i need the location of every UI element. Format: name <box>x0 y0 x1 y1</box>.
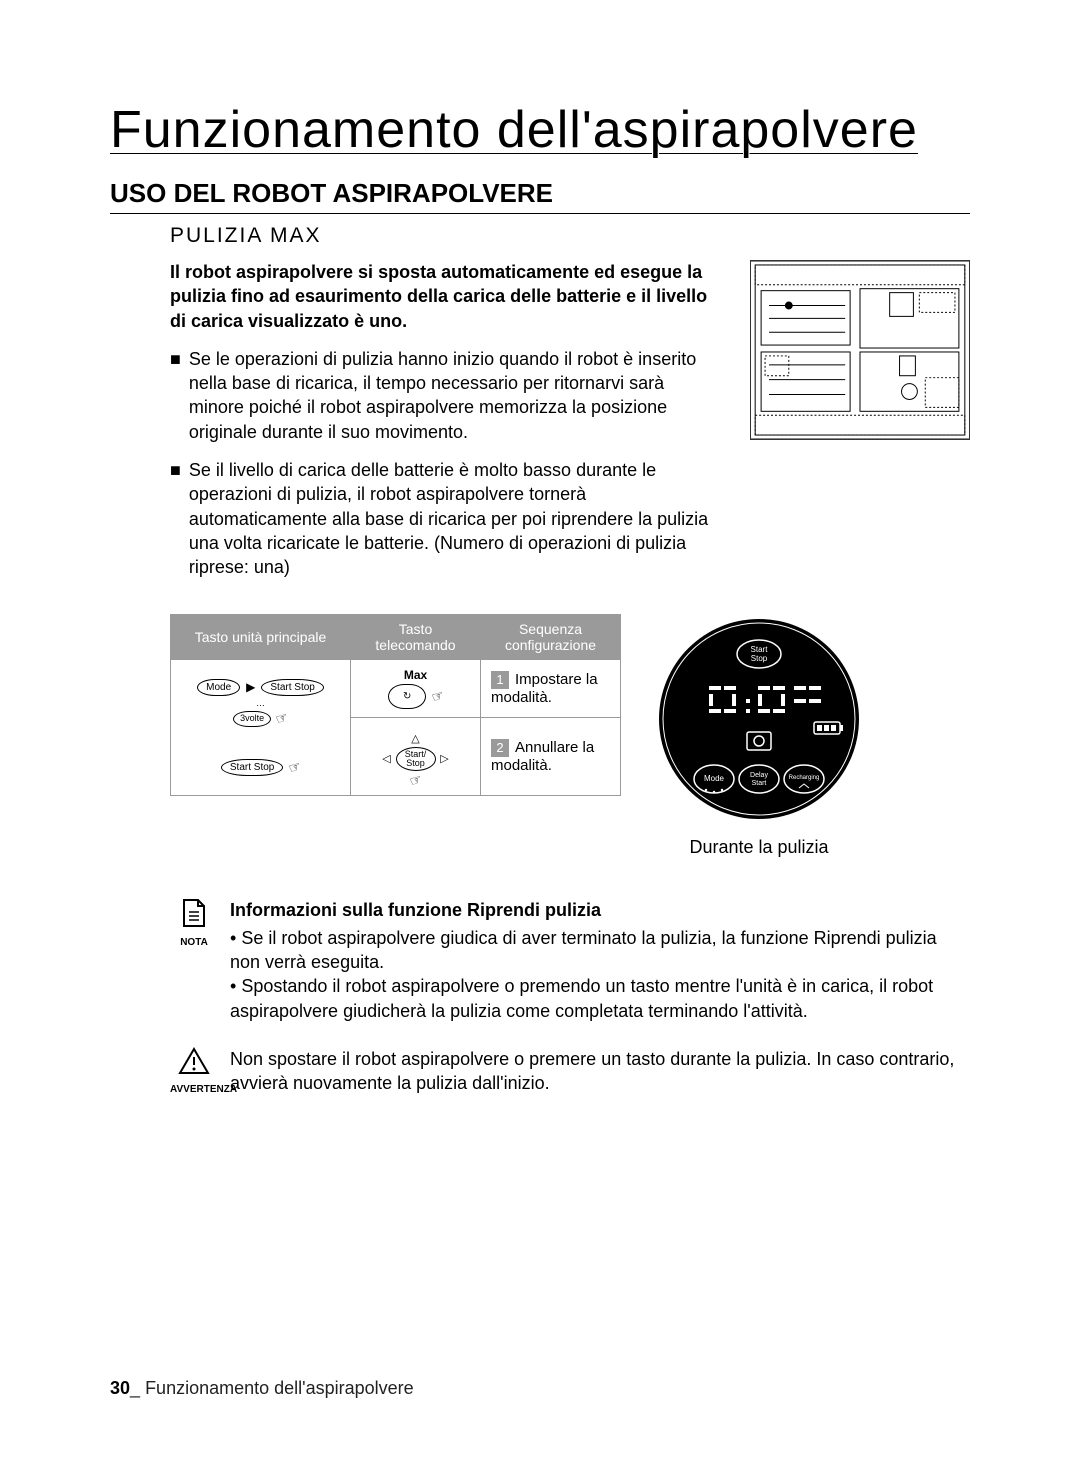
remote-cell-2: △ ◁Start/ Stop▷ ☞ <box>351 717 481 795</box>
svg-text:Mode: Mode <box>704 774 725 783</box>
hand-pointer-icon: ☞ <box>429 686 447 706</box>
warning-icon-column: AVVERTENZA <box>170 1047 218 1097</box>
mode-button-icon: Mode <box>197 679 240 696</box>
subsection-title: PULIZIA MAX <box>170 224 970 248</box>
hand-pointer-icon: ☞ <box>273 708 291 728</box>
intro-paragraph-2-text: Se il livello di carica delle batterie è… <box>189 458 722 579</box>
page-footer: 30_ Funzionamento dell'aspirapolvere <box>110 1378 414 1399</box>
arrow-right-icon: ▶ <box>246 680 255 694</box>
max-label: Max <box>361 668 470 682</box>
sequence-cell-2: 2Annullare la modalità. <box>481 717 621 795</box>
robot-caption: Durante la pulizia <box>649 837 869 858</box>
intro-row: Il robot aspirapolvere si sposta automat… <box>170 260 970 594</box>
times-label: 3volte <box>233 711 271 727</box>
step-number-1: 1 <box>491 671 509 689</box>
footer-text: Funzionamento dell'aspirapolvere <box>145 1378 414 1398</box>
start-stop-button-icon: Start Stop <box>221 759 283 776</box>
floorplan-diagram <box>750 260 970 440</box>
table-header-sequence: Sequenza configurazione <box>481 614 621 659</box>
intro-bold-text: Il robot aspirapolvere si sposta automat… <box>170 260 722 333</box>
note-icon-label: NOTA <box>170 936 218 950</box>
robot-display-column: Start Stop Mode Delay Sta <box>649 614 869 858</box>
main-unit-cell: Mode ▶ Start Stop … 3volte ☞ Start Stop … <box>171 659 351 795</box>
footer-separator: _ <box>130 1378 140 1398</box>
step-number-2: 2 <box>491 739 509 757</box>
table-header-remote: Tasto telecomando <box>351 614 481 659</box>
note-icon <box>180 898 208 928</box>
warning-text: Non spostare il robot aspirapolvere o pr… <box>230 1047 970 1097</box>
warning-icon-label: AVVERTENZA <box>170 1083 218 1097</box>
note-heading: Informazioni sulla funzione Riprendi pul… <box>230 898 970 922</box>
page-number: 30 <box>110 1378 130 1398</box>
config-table: Tasto unità principale Tasto telecomando… <box>170 614 621 796</box>
note-item-1: Se il robot aspirapolvere giudica di ave… <box>230 926 970 975</box>
square-bullet-icon: ■ <box>170 458 181 579</box>
intro-paragraph-1-text: Se le operazioni di pulizia hanno inizio… <box>189 347 722 444</box>
section-title: USO DEL ROBOT ASPIRAPOLVERE <box>110 178 970 214</box>
max-button-icon: ↻ <box>388 684 426 709</box>
sequence-cell-1: 1Impostare la modalità. <box>481 659 621 717</box>
page-title: Funzionamento dell'aspirapolvere <box>110 100 970 160</box>
intro-paragraph-1: ■ Se le operazioni di pulizia hanno iniz… <box>170 347 722 444</box>
note-content: Informazioni sulla funzione Riprendi pul… <box>230 898 970 1023</box>
hand-pointer-icon: ☞ <box>407 770 425 790</box>
svg-text:Recharging: Recharging <box>789 775 820 781</box>
note-item-2: Spostando il robot aspirapolvere o preme… <box>230 974 970 1023</box>
warning-block: AVVERTENZA Non spostare il robot aspirap… <box>170 1047 970 1097</box>
note-block: NOTA Informazioni sulla funzione Riprend… <box>170 898 970 1023</box>
note-icon-column: NOTA <box>170 898 218 1023</box>
table-header-main-unit: Tasto unità principale <box>171 614 351 659</box>
robot-display-icon: Start Stop Mode Delay Sta <box>654 614 864 824</box>
remote-cell-1: Max ↻ ☞ <box>351 659 481 717</box>
svg-text:Delay: Delay <box>750 772 768 779</box>
square-bullet-icon: ■ <box>170 347 181 444</box>
start-stop-button-icon: Start Stop <box>261 679 323 696</box>
config-table-row: Tasto unità principale Tasto telecomando… <box>170 614 970 858</box>
svg-text:Start: Start <box>752 780 767 787</box>
intro-paragraph-2: ■ Se il livello di carica delle batterie… <box>170 458 722 579</box>
dpad-icon: △ ◁Start/ Stop▷ ☞ <box>378 731 454 787</box>
svg-text:Stop: Stop <box>751 654 768 663</box>
warning-icon <box>178 1047 210 1075</box>
hand-pointer-icon: ☞ <box>286 757 304 777</box>
intro-text-column: Il robot aspirapolvere si sposta automat… <box>170 260 722 594</box>
svg-text:Start: Start <box>751 645 769 654</box>
start-stop-center-icon: Start/ Stop <box>396 747 436 771</box>
